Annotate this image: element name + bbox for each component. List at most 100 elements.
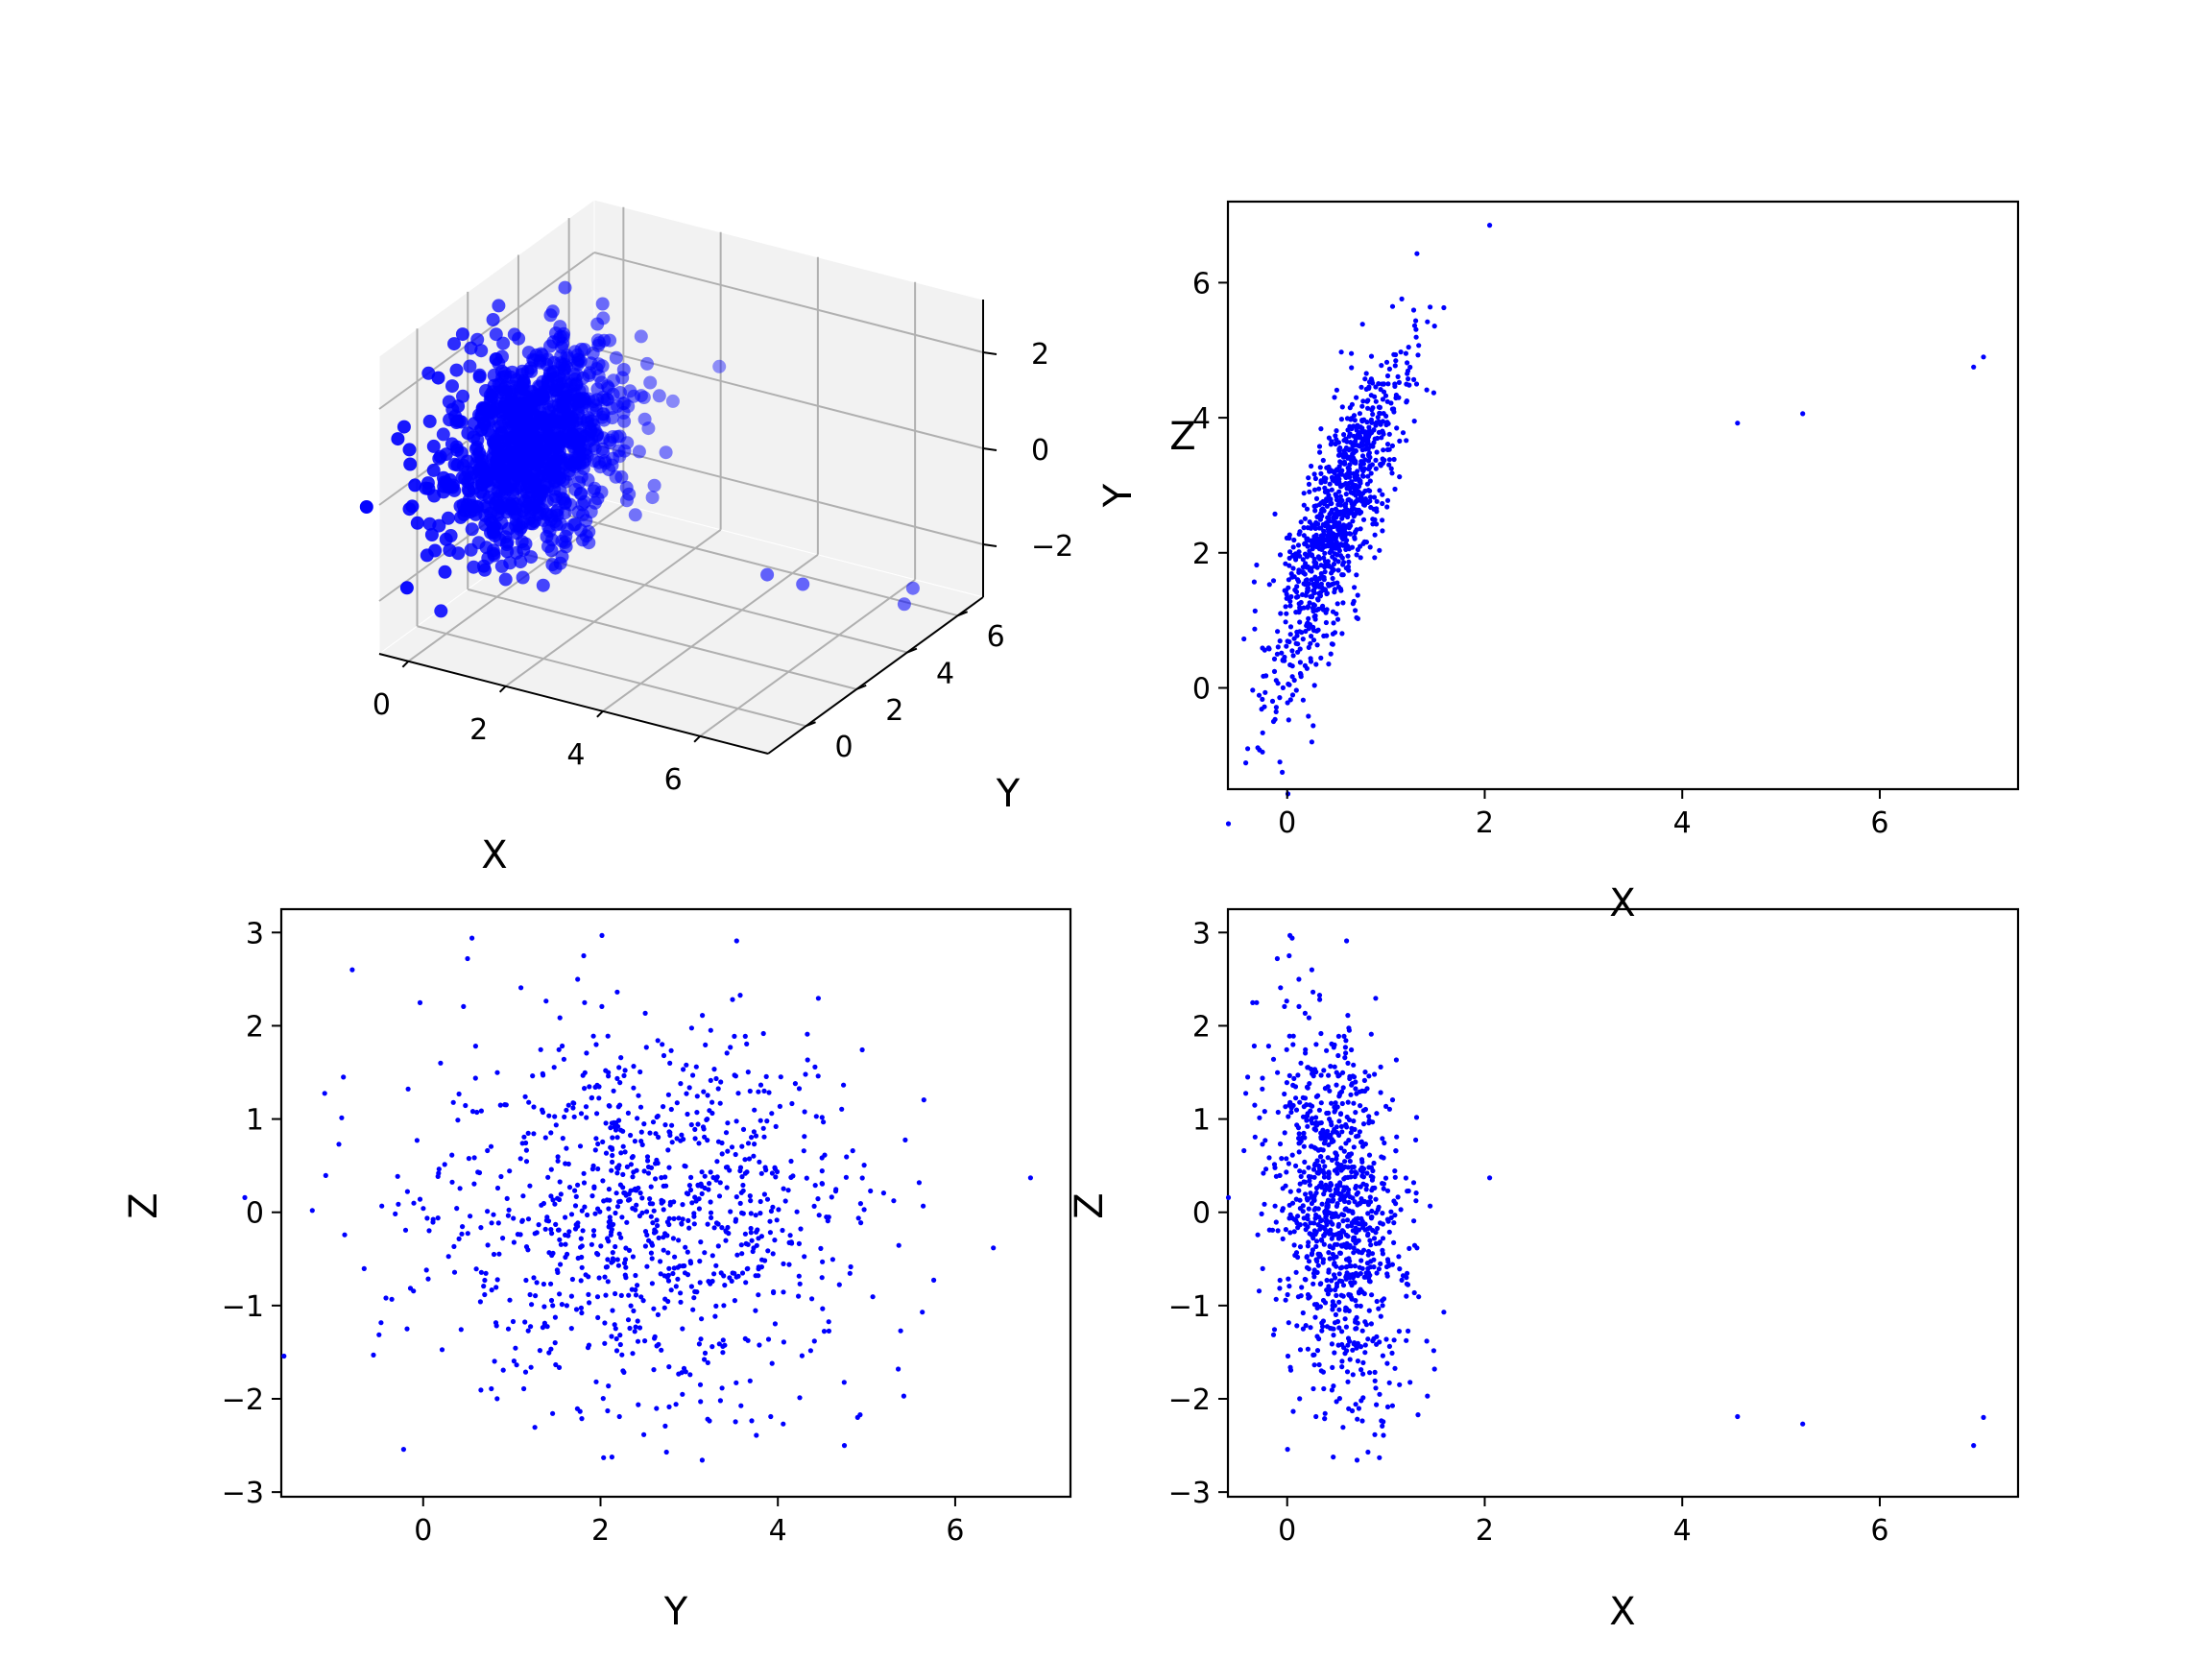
scatter-point	[460, 1224, 466, 1230]
scatter-point	[687, 1372, 693, 1378]
scatter-point	[769, 1170, 776, 1176]
scatter-point	[757, 1082, 764, 1088]
scatter-point	[614, 989, 620, 995]
scatter-point	[1331, 1333, 1336, 1338]
scatter-point	[642, 1338, 648, 1344]
scatter-point	[526, 1099, 532, 1105]
scatter-point	[1319, 1201, 1325, 1207]
scatter-point	[1333, 1190, 1338, 1196]
scatter-point	[725, 1120, 731, 1126]
scatter-point	[1329, 1157, 1334, 1163]
scatter-point	[555, 1158, 561, 1164]
scatter-point	[661, 1305, 667, 1310]
scatter-point	[693, 1064, 699, 1070]
scatter-point-3d	[559, 529, 573, 543]
scatter-point	[404, 1326, 410, 1332]
scatter-point	[545, 1218, 552, 1224]
scatter-point	[506, 1207, 512, 1213]
scatter-point	[423, 1267, 429, 1273]
scatter-point	[548, 1227, 554, 1233]
scatter-point	[813, 1114, 819, 1119]
scatter-point	[1351, 1250, 1357, 1256]
scatter-point	[1358, 384, 1364, 390]
scatter-point	[1398, 1207, 1404, 1213]
scatter-point	[614, 1135, 620, 1141]
scatter-point	[478, 1108, 484, 1114]
scatter-point	[717, 1180, 723, 1186]
scatter-point	[1358, 1140, 1364, 1145]
scatter-point	[1310, 546, 1315, 552]
scatter-point	[645, 1158, 651, 1164]
scatter-point	[1365, 1233, 1371, 1238]
scatter-point	[1320, 1297, 1327, 1304]
scatter-point	[578, 1278, 584, 1284]
scatter-point	[734, 1252, 740, 1258]
scatter-point	[575, 976, 581, 982]
scatter-point	[1343, 491, 1349, 497]
scatter-point	[861, 1163, 867, 1168]
scatter-point	[1305, 1111, 1310, 1117]
scatter-point	[1318, 426, 1324, 432]
y-tick-label: 2	[1192, 1010, 1211, 1044]
scatter-point	[1306, 1259, 1312, 1264]
scatter-point	[671, 1199, 677, 1205]
scatter-point	[1305, 604, 1311, 610]
scatter-point	[540, 1070, 545, 1076]
scatter-point	[582, 1086, 588, 1092]
scatter-point	[1331, 1455, 1336, 1460]
scatter-point	[1393, 1057, 1399, 1063]
scatter-point	[1321, 1191, 1327, 1197]
scatter-point	[821, 1329, 828, 1334]
scatter-point-3d	[463, 359, 477, 373]
scatter-point	[1376, 381, 1382, 387]
scatter-point	[610, 1159, 615, 1165]
scatter-point	[1315, 1206, 1321, 1212]
scatter-point	[1354, 1457, 1360, 1463]
y-tick-label: 1	[246, 1104, 264, 1138]
scatter-point	[1386, 446, 1392, 452]
scatter-point	[563, 1241, 568, 1247]
scatter-point	[711, 1067, 717, 1072]
scatter-point	[642, 1010, 648, 1016]
scatter-point	[1252, 1102, 1258, 1108]
scatter-point	[654, 1114, 660, 1120]
scatter-point	[552, 1201, 558, 1207]
scatter-point	[768, 1208, 775, 1214]
scatter-point	[751, 1153, 757, 1159]
scatter-point	[593, 1042, 599, 1047]
scatter-point	[1322, 1226, 1328, 1232]
scatter-point	[1319, 1328, 1325, 1334]
scatter-point	[1275, 1109, 1281, 1116]
scatter-point	[1314, 1348, 1321, 1354]
scatter-point	[931, 1277, 937, 1283]
scatter-point	[1388, 1209, 1394, 1214]
scatter-point	[617, 1341, 623, 1348]
scatter-point	[898, 1328, 903, 1334]
scatter-point	[1300, 1114, 1307, 1119]
scatter-point	[1364, 398, 1370, 404]
scatter-point-3d	[665, 394, 680, 408]
scatter-point	[662, 1174, 668, 1180]
scatter-point	[554, 1267, 561, 1273]
scatter-point	[781, 1289, 786, 1295]
scatter-point	[1329, 1387, 1334, 1393]
scatter-point	[590, 1233, 597, 1238]
scatter-point	[1305, 525, 1310, 531]
scatter-point	[1487, 1175, 1493, 1181]
scatter-point	[1304, 1118, 1310, 1123]
scatter-point	[1350, 1209, 1356, 1214]
scatter-point	[542, 1226, 548, 1232]
scatter-point	[1286, 1320, 1291, 1326]
scatter-point	[1386, 366, 1392, 372]
scatter-point	[1322, 550, 1328, 556]
scatter-point	[1357, 511, 1362, 517]
scatter-point	[1324, 590, 1330, 597]
scatter-point-3d	[617, 414, 632, 428]
scatter-point	[1331, 620, 1336, 626]
scatter-point	[748, 1198, 754, 1204]
scatter-point	[796, 1273, 802, 1279]
scatter-point	[774, 1168, 781, 1175]
scatter-point	[1359, 1143, 1366, 1149]
scatter-point	[1323, 1182, 1329, 1188]
z-tick-mark-3d	[982, 447, 998, 451]
